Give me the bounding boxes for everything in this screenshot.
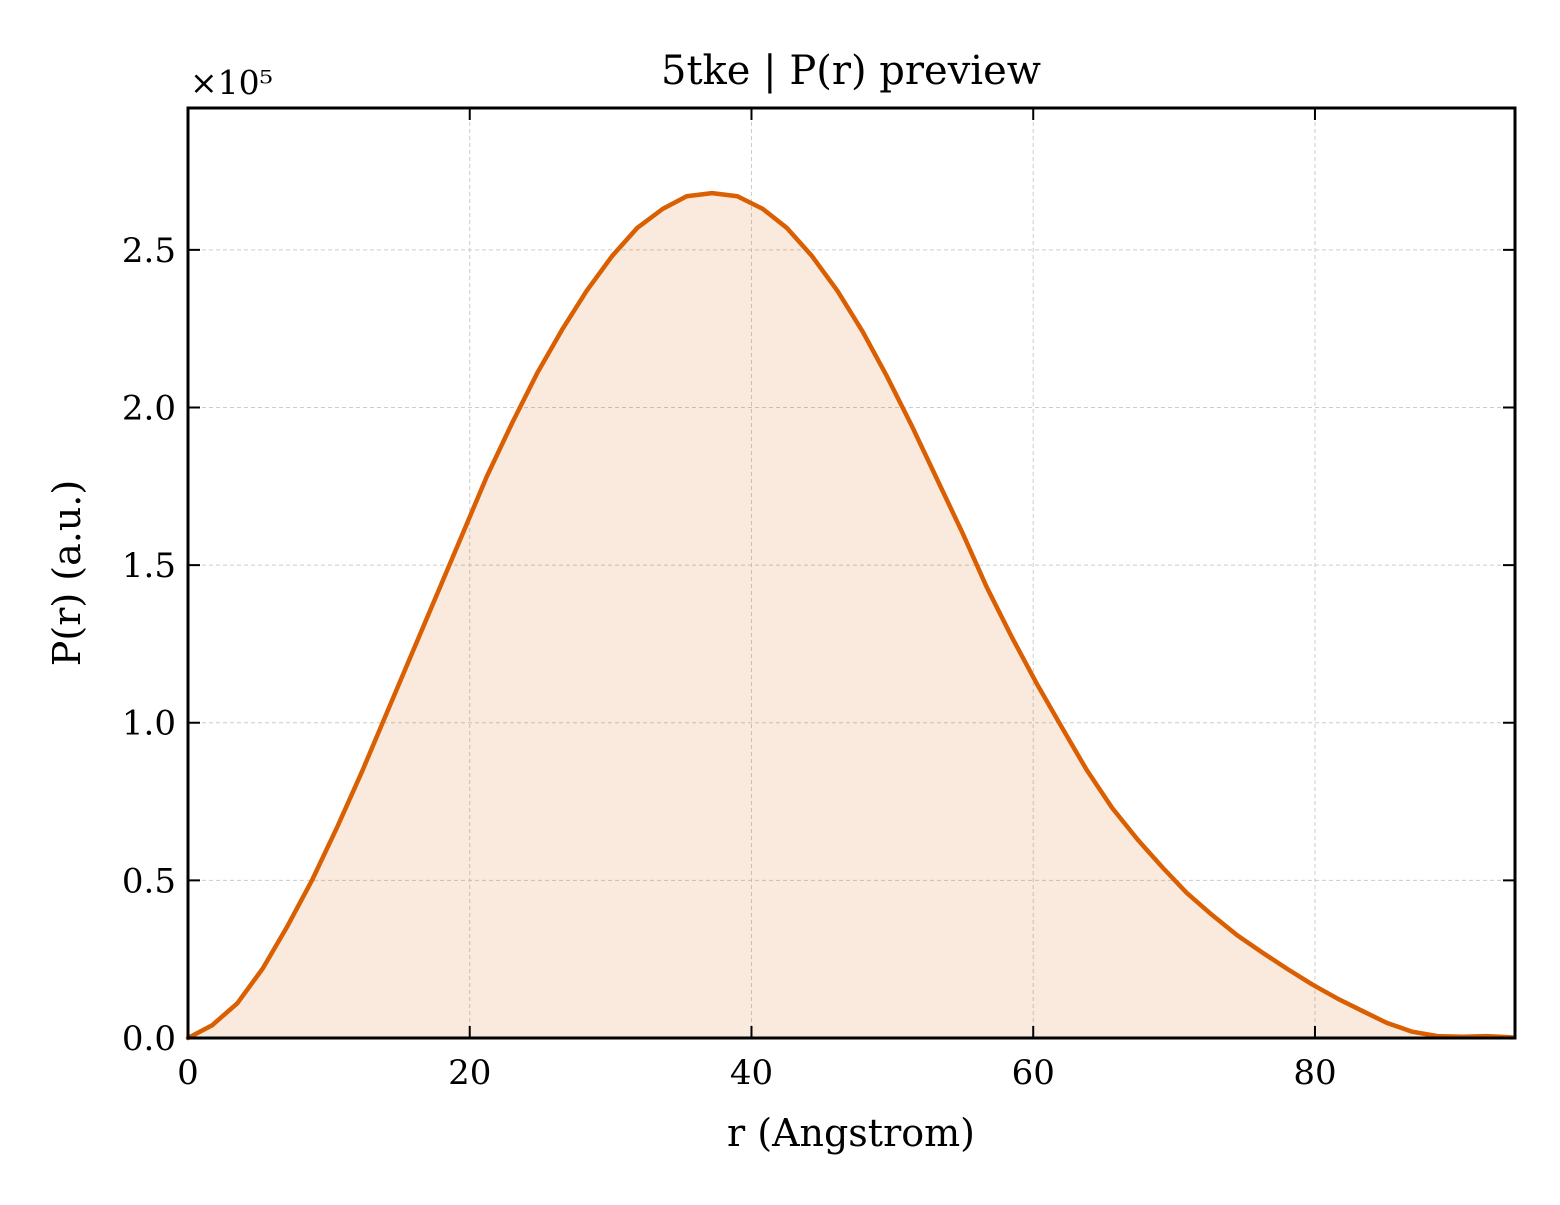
data-area-layer <box>188 193 1513 1038</box>
x-tick-label: 0 <box>177 1053 199 1093</box>
y-axis-offset-text: ×10⁵ <box>190 63 273 102</box>
x-tick-label: 80 <box>1293 1053 1336 1093</box>
series-fill-area <box>188 193 1513 1038</box>
ticks: 0 20 40 60 80 0.0 0.5 1.0 1.5 2.0 2.5 <box>122 108 1515 1093</box>
y-tick-label: 0.5 <box>122 861 176 901</box>
y-tick-label: 2.5 <box>122 231 176 271</box>
plot-frame <box>186 106 1517 1040</box>
y-tick-label: 1.5 <box>122 546 176 586</box>
x-tick-label: 20 <box>448 1053 491 1093</box>
x-tick-label: 60 <box>1012 1053 1055 1093</box>
series-line <box>185 190 1515 1041</box>
grid <box>188 108 1515 1038</box>
y-tick-label: 0.0 <box>122 1019 176 1059</box>
y-axis-label: P(r) (a.u.) <box>45 480 89 666</box>
x-axis-label: r (Angstrom) <box>727 1111 975 1155</box>
chart-title: 5tke | P(r) preview <box>661 48 1041 94</box>
y-tick-label: 2.0 <box>122 388 176 428</box>
y-tick-label: 1.0 <box>122 704 176 744</box>
axes <box>186 106 1517 1040</box>
x-tick-label: 40 <box>730 1053 773 1093</box>
data-line-layer <box>185 190 1515 1041</box>
